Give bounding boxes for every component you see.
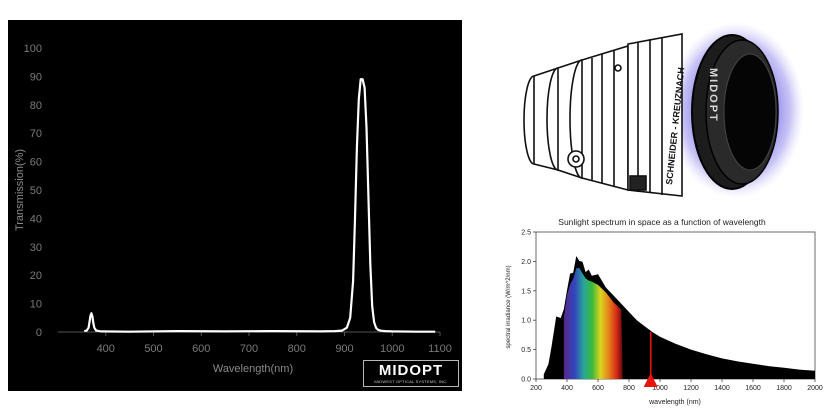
x-tick-label: 1400 <box>714 385 730 392</box>
y-tick-label: 40 <box>30 213 42 225</box>
x-tick-label: 600 <box>592 385 604 392</box>
x-axis-label: Wavelength(nm) <box>213 363 293 375</box>
x-tick-label: 1000 <box>380 343 404 355</box>
solar-spectrum-chart: Sunlight spectrum in space as a function… <box>506 217 823 406</box>
y-axis-ticks: 0.0 0.5 1.0 1.5 2.0 2.5 <box>521 230 536 384</box>
x-tick-label: 1000 <box>652 385 668 392</box>
x-tick-label: 200 <box>530 385 542 392</box>
x-tick-label: 1600 <box>745 385 761 392</box>
y-tick-label: 10 <box>30 299 42 311</box>
transmission-curve <box>84 78 436 333</box>
y-tick-label: 90 <box>30 71 42 83</box>
y-tick-label: 2.0 <box>521 259 531 266</box>
lens-barrel <box>523 33 683 197</box>
x-tick-label: 700 <box>240 343 258 355</box>
y-axis-label: Transmission(%) <box>14 149 26 231</box>
x-tick-label: 1800 <box>776 385 792 392</box>
x-tick-label: 900 <box>335 343 353 355</box>
logo-tagline: MIDWEST OPTICAL SYSTEMS, INC. <box>374 379 448 384</box>
y-axis-label: spectral irradiance (W/m^2/nm) <box>506 265 512 348</box>
x-axis-ticks: 400 500 600 700 800 900 1000 1100 <box>97 332 452 355</box>
logo-brand-text: MIDOPT <box>378 362 444 379</box>
y-axis-ticks: 0 10 20 30 40 50 60 70 80 90 100 <box>24 43 42 339</box>
filter-ring <box>691 34 779 190</box>
y-tick-label: 100 <box>24 43 42 55</box>
lens-with-filter-illustration: SCHNEIDER - KREUZNACH MIDOPT <box>510 20 810 205</box>
midopt-logo: MIDOPT MIDWEST OPTICAL SYSTEMS, INC. <box>363 360 459 387</box>
x-tick-label: 500 <box>144 343 162 355</box>
x-tick-label: 600 <box>192 343 210 355</box>
x-axis-ticks: 200 400 600 800 1000 1200 1400 1600 1800 2000 <box>530 379 823 392</box>
x-tick-label: 400 <box>97 343 115 355</box>
y-tick-label: 50 <box>30 185 42 197</box>
y-tick-label: 2.5 <box>521 230 531 237</box>
solar-spectrum-chart-panel: Sunlight spectrum in space as a function… <box>490 212 827 410</box>
spectrum-title: Sunlight spectrum in space as a function… <box>558 217 766 227</box>
y-tick-label: 70 <box>30 128 42 140</box>
lens-drawing: SCHNEIDER - KREUZNACH MIDOPT <box>523 22 804 198</box>
transmission-chart-panel: 0 10 20 30 40 50 60 70 80 90 100 400 500 600 700 800 90… <box>8 20 462 391</box>
940nm-marker-triangle <box>643 373 658 387</box>
transmission-chart: 0 10 20 30 40 50 60 70 80 90 100 400 500 600 700 800 90… <box>14 43 452 375</box>
y-tick-label: 20 <box>30 270 42 282</box>
x-tick-label: 1200 <box>683 385 699 392</box>
y-tick-label: 1.5 <box>521 288 531 295</box>
y-tick-label: 80 <box>30 100 42 112</box>
filter-ring-text: MIDOPT <box>707 68 719 123</box>
y-tick-label: 30 <box>30 242 42 254</box>
x-tick-label: 1100 <box>428 343 452 355</box>
y-tick-label: 0.0 <box>521 377 531 384</box>
x-tick-label: 2000 <box>807 385 823 392</box>
y-tick-label: 0.5 <box>521 347 531 354</box>
x-tick-label: 800 <box>623 385 635 392</box>
y-tick-label: 0 <box>36 327 42 339</box>
y-tick-label: 1.0 <box>521 318 531 325</box>
x-tick-label: 800 <box>288 343 306 355</box>
visible-spectrum-band <box>563 268 623 379</box>
y-tick-label: 60 <box>30 157 42 169</box>
x-axis-label: wavelength (nm) <box>648 399 701 406</box>
x-tick-label: 400 <box>561 385 573 392</box>
